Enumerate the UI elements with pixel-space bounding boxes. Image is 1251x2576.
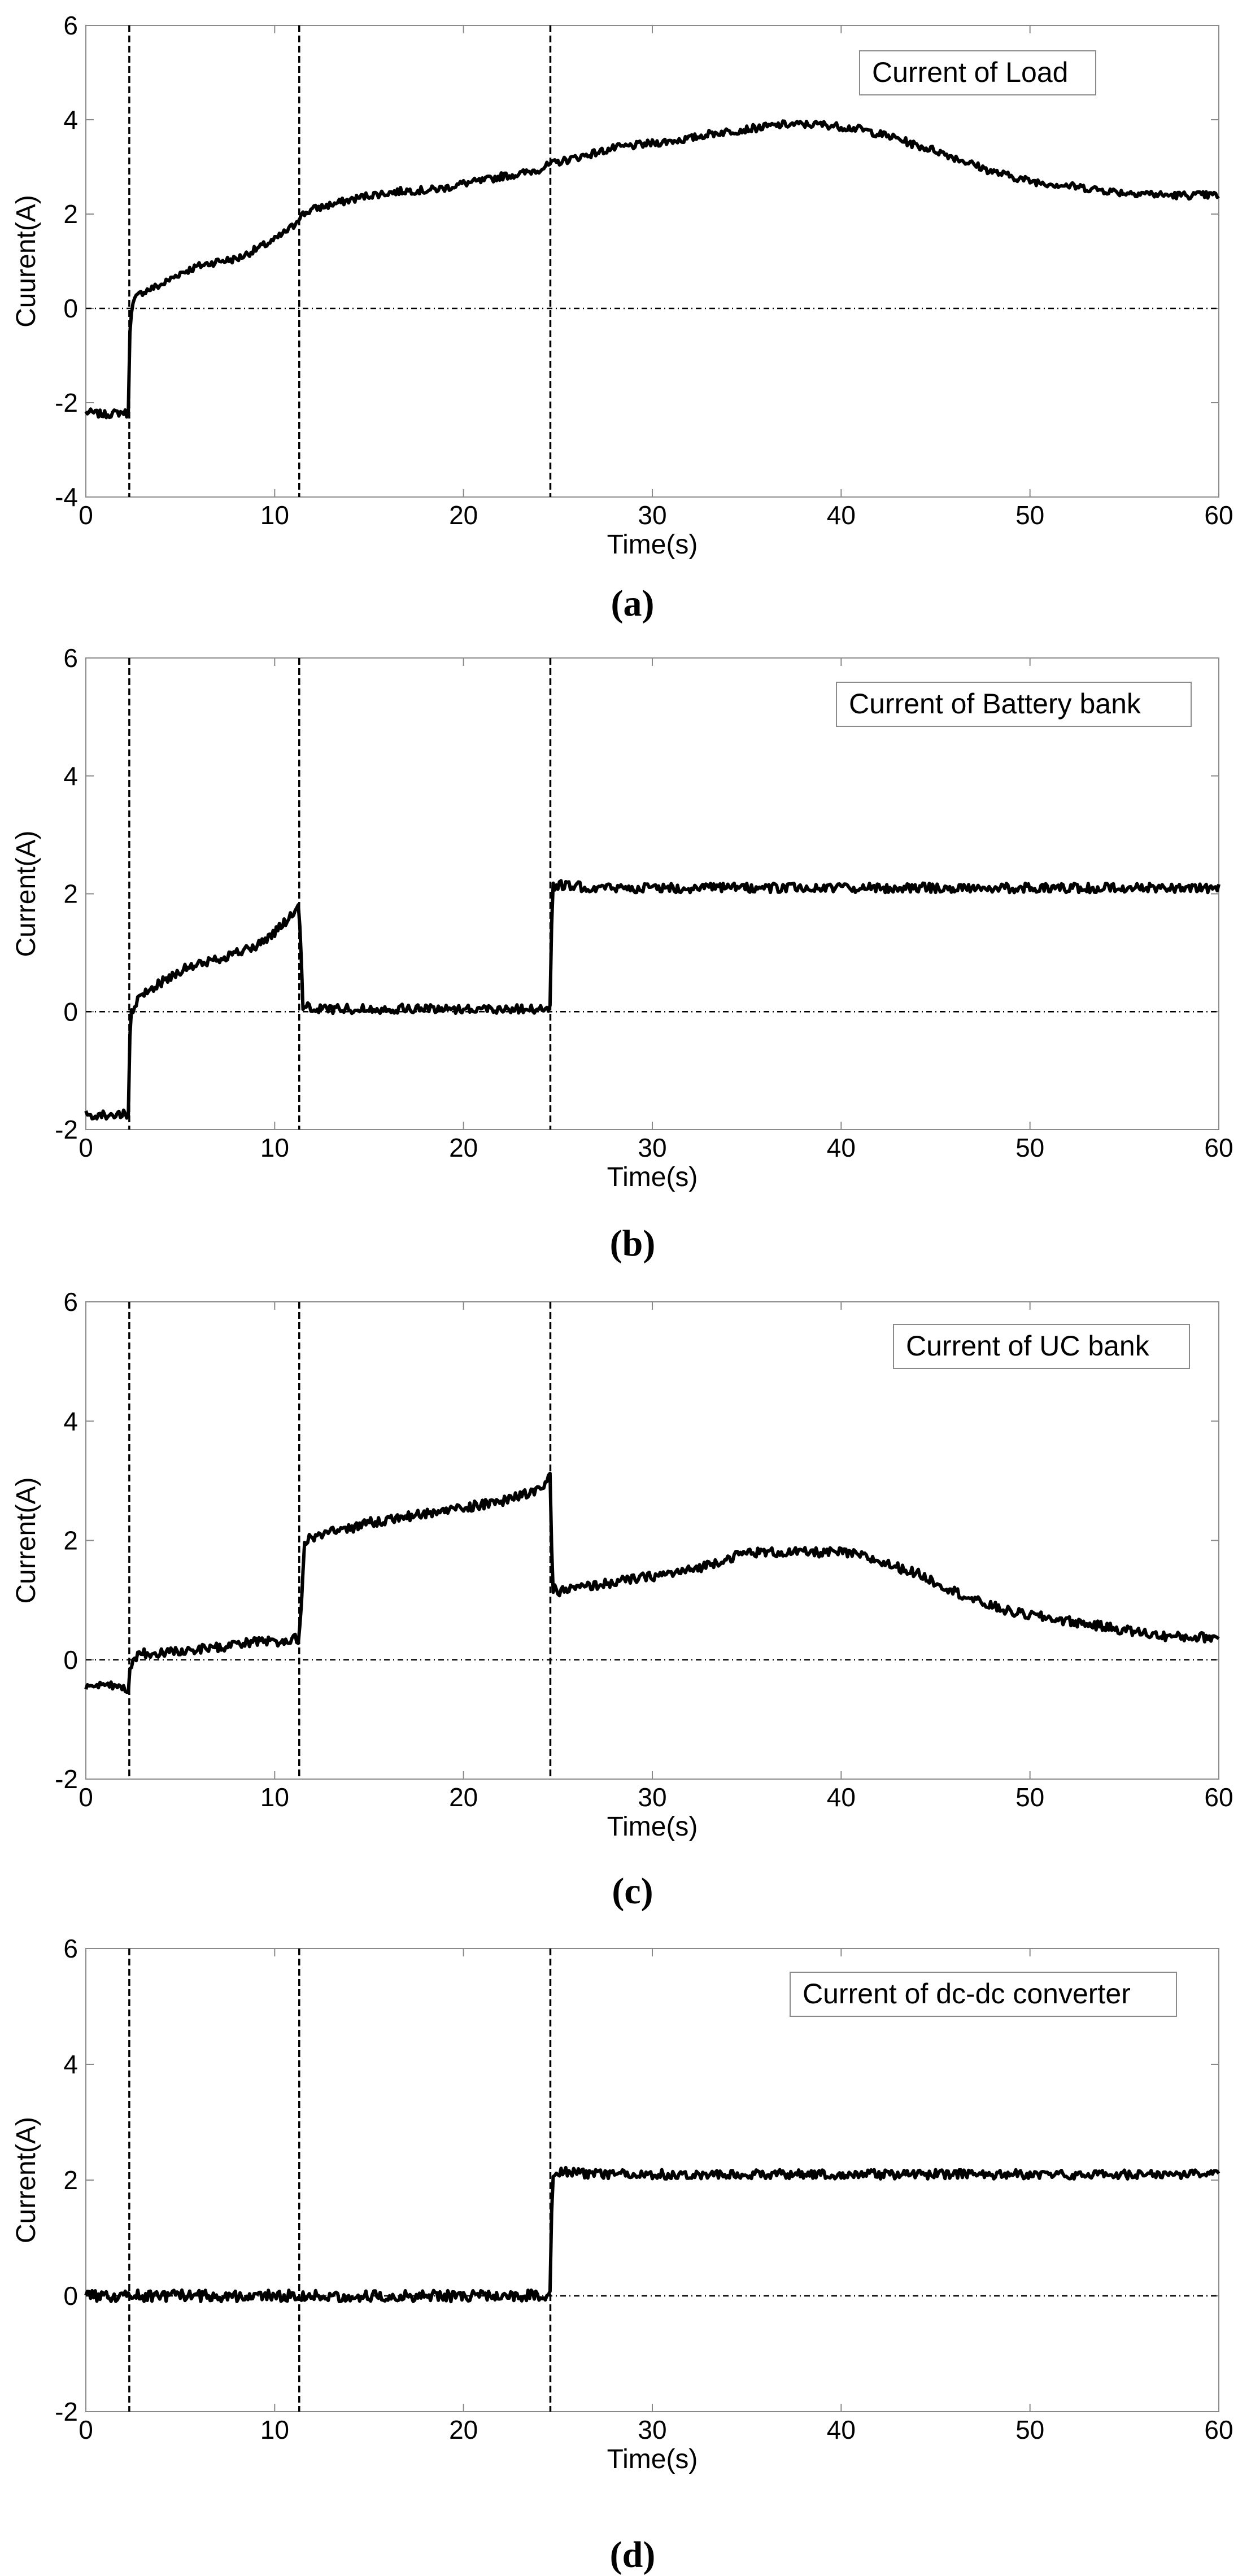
y-tick-label: 6 <box>63 643 78 673</box>
current-series-line <box>84 119 1220 420</box>
x-tick-label: 10 <box>260 1782 289 1812</box>
y-tick-label: 4 <box>63 1406 78 1436</box>
x-tick-label: 50 <box>1015 1782 1044 1812</box>
panel-a: 0 10 20 30 40 50 60 -4 -2 0 2 4 6 Current of Load Time… <box>11 11 1233 624</box>
y-tick-label: 2 <box>63 1526 78 1555</box>
y-axis-label: Cuurent(A) <box>11 195 41 328</box>
y-tick-label: -2 <box>55 1764 78 1794</box>
x-tick-label: 60 <box>1204 500 1233 530</box>
legend-box <box>893 1324 1190 1369</box>
x-tick-label: 60 <box>1204 2415 1233 2444</box>
x-tick-label: 20 <box>449 1782 478 1812</box>
x-tick-label: 30 <box>638 2415 666 2444</box>
y-tick-label: 2 <box>63 879 78 909</box>
legend-box <box>836 682 1192 727</box>
x-tick-label: 10 <box>260 1133 289 1162</box>
y-tick-label: -2 <box>55 388 78 417</box>
legend-box <box>790 1972 1177 2017</box>
x-tick-label: 20 <box>449 500 478 530</box>
current-series-line <box>84 2165 1221 2304</box>
panel-caption: (d) <box>610 2534 656 2575</box>
y-tick-label: 4 <box>63 761 78 791</box>
x-axis-label: Time(s) <box>607 2444 698 2474</box>
x-tick-label: 20 <box>449 1133 478 1162</box>
legend-label: Current of Battery bank <box>849 688 1141 720</box>
x-tick-label: 0 <box>79 1782 93 1812</box>
y-axis-label: Current(A) <box>11 2117 41 2243</box>
y-tick-label: 0 <box>63 2281 78 2311</box>
y-tick-label: 6 <box>63 11 78 40</box>
legend-box <box>859 50 1096 95</box>
panel-caption: (a) <box>611 583 655 624</box>
x-tick-label: 20 <box>449 2415 478 2444</box>
y-tick-label: -2 <box>55 2397 78 2426</box>
y-axis-label: Current(A) <box>11 830 41 957</box>
x-tick-label: 50 <box>1015 2415 1044 2444</box>
y-tick-label: -4 <box>55 482 78 512</box>
panel-caption: (c) <box>612 1871 653 1912</box>
legend-label: Current of dc-dc converter <box>803 1978 1131 2010</box>
current-series-line <box>84 1471 1220 1694</box>
x-tick-label: 40 <box>827 1133 856 1162</box>
x-tick-label: 30 <box>638 1782 666 1812</box>
x-tick-label: 10 <box>260 2415 289 2444</box>
y-tick-label: 2 <box>63 2165 78 2195</box>
x-tick-label: 60 <box>1204 1782 1233 1812</box>
x-tick-label: 60 <box>1204 1133 1233 1162</box>
x-axis-label: Time(s) <box>607 1812 698 1842</box>
current-series-line <box>84 879 1221 1121</box>
plot-frame <box>85 1301 1219 1780</box>
y-tick-label: 0 <box>63 294 78 323</box>
y-tick-label: 0 <box>63 997 78 1026</box>
y-axis-label: Current(A) <box>11 1477 41 1603</box>
y-tick-label: -2 <box>55 1115 78 1144</box>
y-tick-label: 2 <box>63 199 78 229</box>
y-tick-label: 0 <box>63 1645 78 1675</box>
x-tick-label: 0 <box>79 2415 93 2444</box>
x-tick-label: 50 <box>1015 500 1044 530</box>
panel-caption: (b) <box>610 1223 656 1264</box>
x-tick-label: 0 <box>79 1133 93 1162</box>
y-tick-label: 4 <box>63 105 78 134</box>
x-tick-label: 30 <box>638 500 666 530</box>
legend-label: Current of UC bank <box>906 1330 1150 1362</box>
x-tick-label: 50 <box>1015 1133 1044 1162</box>
x-axis-label: Time(s) <box>607 1162 698 1192</box>
y-tick-label: 4 <box>63 2050 78 2079</box>
x-tick-label: 10 <box>260 500 289 530</box>
x-tick-label: 0 <box>79 500 93 530</box>
x-tick-label: 40 <box>827 2415 856 2444</box>
y-tick-label: 6 <box>63 1934 78 1963</box>
plot-frame <box>85 25 1219 498</box>
x-axis-label: Time(s) <box>607 530 698 560</box>
y-tick-label: 6 <box>63 1287 78 1317</box>
x-tick-label: 40 <box>827 1782 856 1812</box>
x-tick-label: 40 <box>827 500 856 530</box>
legend-label: Current of Load <box>872 56 1068 88</box>
x-tick-label: 30 <box>638 1133 666 1162</box>
plot-frame <box>85 657 1219 1130</box>
